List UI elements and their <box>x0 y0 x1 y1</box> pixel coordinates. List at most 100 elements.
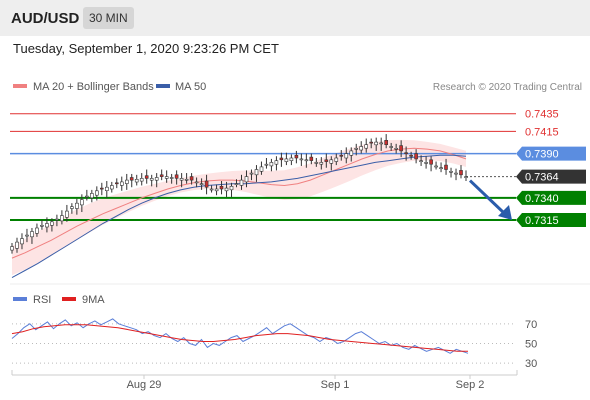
candle-body <box>60 215 64 222</box>
candle-body <box>294 155 299 159</box>
candle-body <box>90 193 94 199</box>
candle-body <box>139 178 144 182</box>
currency-pair-title: AUD/USD <box>11 10 80 27</box>
level-label-0.7340: 0.7340 <box>525 193 559 205</box>
candle-body <box>244 176 249 183</box>
candle-body <box>369 141 374 144</box>
candle-body <box>45 223 49 228</box>
candle-body <box>209 188 214 191</box>
candle-body <box>149 178 154 181</box>
x-tick-label-0: Aug 29 <box>127 379 162 391</box>
ma20-legend-label: MA 20 + Bollinger Bands <box>33 81 154 93</box>
candle-body <box>179 178 184 181</box>
candle-body <box>384 140 389 146</box>
candle-body <box>129 177 134 181</box>
candle-body <box>459 170 463 176</box>
candle-body <box>339 155 344 157</box>
candle-body <box>184 179 189 181</box>
x-tick-label-2: Sep 2 <box>456 379 485 391</box>
candle-body <box>65 210 69 218</box>
candle-body <box>259 166 264 172</box>
ma50-line <box>11 154 467 279</box>
level-label-box-0.7364 <box>516 169 586 184</box>
rsi-legend-label: RSI <box>33 294 51 306</box>
candle-body <box>95 190 99 196</box>
candle-body <box>20 238 24 245</box>
candle-body <box>30 231 34 238</box>
candle-body <box>314 162 319 164</box>
candle-body <box>304 159 309 162</box>
candle-body <box>85 195 89 198</box>
rsi-ma-legend-swatch <box>62 297 76 301</box>
forecast-arrow-shaft <box>468 179 506 215</box>
candle-body <box>429 159 433 165</box>
candle-body <box>419 160 423 162</box>
candle-body <box>374 141 379 146</box>
candle-body <box>189 176 194 181</box>
candle-body <box>444 164 448 170</box>
candle-body <box>75 202 79 209</box>
candle-body <box>379 142 384 145</box>
forecast-arrow-head <box>498 205 512 220</box>
level-label-0.7390: 0.7390 <box>525 149 559 161</box>
candle-body <box>159 174 164 177</box>
candle-body <box>174 174 179 179</box>
candle-body <box>399 145 403 152</box>
level-label-0.7315: 0.7315 <box>525 215 559 227</box>
header-bar: AUD/USD 30 MIN <box>0 0 590 36</box>
ma20-legend-swatch <box>13 84 27 88</box>
candle-body <box>454 172 458 175</box>
candle-body <box>449 171 453 173</box>
candle-body <box>80 199 84 206</box>
candle-body <box>354 148 359 150</box>
ma50-legend-label: MA 50 <box>175 81 206 93</box>
candle-body <box>35 227 39 234</box>
candle-body <box>224 187 229 192</box>
rsi-tick-50: 50 <box>525 338 537 350</box>
candle-body <box>389 146 394 148</box>
candle-body <box>164 176 169 179</box>
candle-body <box>359 146 364 151</box>
candle-body <box>55 218 59 221</box>
candle-body <box>10 246 14 251</box>
candle-body <box>154 177 159 181</box>
rsi-legend-swatch <box>13 297 27 301</box>
candle-body <box>439 167 443 169</box>
candle-body <box>110 185 114 190</box>
candle-body <box>25 234 29 237</box>
candle-body <box>105 186 109 191</box>
candle-body <box>269 162 274 167</box>
rsi-ma-legend-label: 9MA <box>82 294 105 306</box>
candle-body <box>319 162 324 165</box>
candle-body <box>289 157 294 162</box>
candle-body <box>299 158 304 161</box>
candle-body <box>115 182 119 185</box>
candle-body <box>219 186 224 190</box>
candle-body <box>264 163 269 166</box>
level-label-0.7415: 0.7415 <box>525 126 559 138</box>
candle-body <box>100 187 104 190</box>
candle-body <box>50 221 54 226</box>
bollinger-band-fill <box>12 139 466 276</box>
level-label-box-0.7390 <box>516 146 586 161</box>
ma50-legend-swatch <box>156 84 170 88</box>
level-label-box-0.7340 <box>516 190 586 205</box>
rsi-tick-30: 30 <box>525 358 537 370</box>
candle-body <box>239 179 244 186</box>
candle-body <box>279 157 284 161</box>
candle-body <box>40 225 44 227</box>
candle-body <box>70 206 74 209</box>
candle-body <box>344 153 349 159</box>
candle-body <box>324 159 329 162</box>
candle-body <box>284 158 289 162</box>
candle-body <box>204 180 209 188</box>
interval-badge[interactable]: 30 MIN <box>83 7 134 29</box>
candle-body <box>249 172 254 175</box>
ma20-line <box>11 147 467 259</box>
candle-body <box>144 175 149 179</box>
source-note: Research © 2020 Trading Central <box>433 82 582 93</box>
candle-body <box>349 150 354 156</box>
candle-body <box>424 162 428 164</box>
candle-body <box>254 169 259 176</box>
